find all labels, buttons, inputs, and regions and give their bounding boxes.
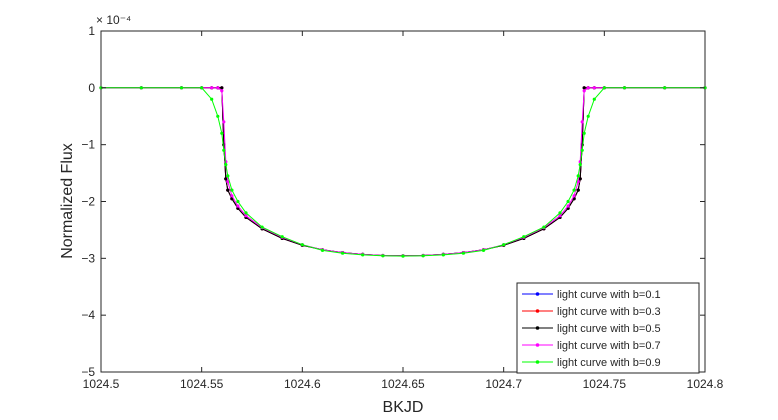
data-point: [220, 86, 224, 90]
data-point: [220, 131, 224, 135]
y-tick-label: −4: [81, 308, 95, 322]
data-point: [320, 248, 325, 252]
data-point: [226, 174, 230, 178]
data-point: [582, 89, 586, 93]
data-point: [230, 194, 234, 198]
data-point: [216, 86, 220, 90]
x-tick-label: 1024.8: [687, 377, 724, 391]
x-tick-label: 1024.5: [83, 377, 120, 391]
data-point: [461, 251, 465, 255]
data-point: [592, 86, 596, 90]
data-point: [576, 188, 580, 192]
legend: light curve with b=0.1 light curve with b…: [516, 282, 700, 374]
data-point: [200, 86, 204, 90]
data-point: [224, 177, 228, 181]
data-point: [300, 243, 304, 247]
data-point: [220, 89, 224, 93]
data-point: [361, 253, 365, 257]
x-tick-label: 1024.6: [284, 377, 321, 391]
data-point: [260, 225, 264, 229]
data-point: [216, 114, 220, 118]
y-tick-label: −3: [81, 251, 95, 265]
data-point: [582, 131, 586, 135]
data-point: [578, 163, 582, 167]
data-point: [578, 177, 582, 181]
x-tick-label: 1024.55: [180, 377, 224, 391]
data-point: [236, 204, 240, 208]
legend-marker: [535, 309, 540, 313]
x-tick-label: 1024.65: [381, 377, 425, 391]
y-tick-label: 1: [88, 24, 95, 38]
data-point: [341, 251, 345, 255]
data-point: [576, 174, 580, 178]
data-point: [622, 86, 627, 90]
series-layer: [99, 86, 707, 258]
data-point: [566, 204, 570, 208]
y-axis: 1 0 −1 −2 −3 −4 −5: [81, 24, 705, 379]
data-point: [421, 254, 425, 258]
legend-label: light curve with b=0.9: [557, 357, 661, 369]
legend-marker: [535, 292, 540, 296]
data-point: [602, 86, 606, 90]
data-point: [566, 199, 570, 204]
y-tick-label: −1: [81, 138, 95, 152]
data-point: [230, 188, 234, 192]
y-exponent-label: × 10⁻⁴: [96, 13, 131, 27]
data-point: [280, 235, 284, 239]
data-point: [441, 253, 445, 257]
data-point: [586, 114, 590, 118]
x-tick-label: 1024.75: [583, 377, 627, 391]
y-tick-label: −2: [81, 195, 95, 209]
data-point: [222, 148, 226, 152]
data-point: [580, 148, 584, 152]
series-5: [99, 86, 707, 258]
legend-label: light curve with b=0.5: [557, 323, 661, 335]
y-axis-label: Normalized Flux: [59, 143, 76, 259]
y-tick-label: 0: [88, 81, 95, 95]
data-point: [210, 86, 214, 90]
data-point: [572, 194, 576, 198]
data-point: [558, 214, 562, 218]
data-point: [586, 86, 590, 90]
data-point: [592, 97, 596, 101]
legend-label: light curve with b=0.3: [557, 306, 661, 318]
data-point: [210, 97, 214, 101]
data-point: [179, 86, 184, 90]
data-point: [576, 180, 580, 184]
data-point: [222, 120, 226, 124]
data-point: [139, 86, 143, 90]
data-point: [582, 86, 586, 90]
data-point: [381, 254, 385, 258]
y-tick-label: −5: [81, 365, 95, 379]
data-point: [502, 243, 506, 247]
legend-item: light curve with b=0.9: [522, 357, 661, 369]
legend-marker: [535, 326, 540, 330]
data-point: [558, 211, 562, 215]
data-point: [226, 180, 230, 184]
data-point: [226, 188, 230, 192]
data-point: [236, 199, 240, 204]
data-point: [572, 188, 576, 192]
legend-label: light curve with b=0.1: [557, 289, 661, 301]
x-tick-label: 1024.7: [485, 377, 522, 391]
x-axis-label: BKJD: [383, 399, 424, 416]
data-point: [481, 248, 486, 252]
data-point: [224, 163, 228, 167]
data-point: [244, 211, 248, 215]
legend-item: light curve with b=0.3: [522, 306, 661, 318]
legend-marker: [535, 360, 540, 364]
legend-item: light curve with b=0.5: [522, 323, 661, 335]
x-axis: 1024.5 1024.55 1024.6 1024.65 1024.7 1024.75 1…: [83, 31, 724, 391]
data-point: [580, 120, 584, 124]
data-point: [663, 86, 667, 90]
legend-item: light curve with b=0.1: [522, 289, 661, 301]
data-point: [542, 225, 546, 229]
data-point: [244, 214, 248, 218]
legend-item: light curve with b=0.7: [522, 340, 661, 352]
data-point: [522, 235, 526, 239]
data-point: [401, 254, 405, 258]
legend-label: light curve with b=0.7: [557, 340, 661, 352]
legend-marker: [535, 343, 540, 347]
